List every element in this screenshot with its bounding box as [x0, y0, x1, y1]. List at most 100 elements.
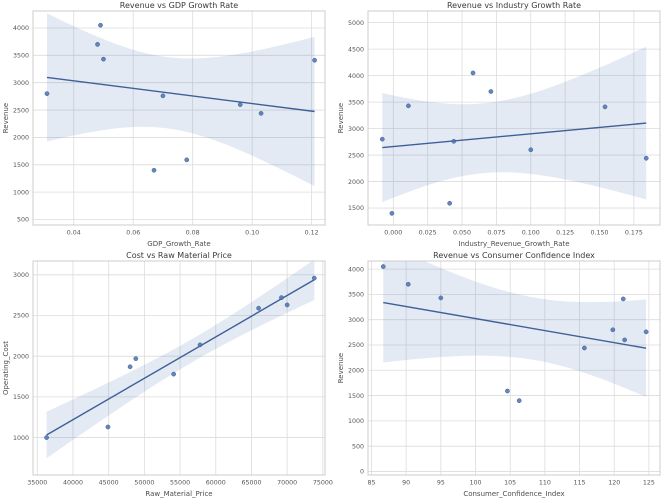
x-axis-label: Raw_Material_Price [145, 490, 212, 498]
x-tick-label: 0.025 [419, 230, 437, 237]
plot-border [367, 260, 661, 476]
y-tick-label: 3000 [348, 126, 364, 133]
x-tick-label: 85 [367, 480, 375, 487]
y-tick-label: 2500 [13, 313, 29, 320]
data-point [237, 102, 243, 107]
x-tick-label: 90 [402, 480, 410, 487]
data-point [379, 136, 385, 142]
y-tick-label: 1000 [13, 189, 29, 196]
y-tick-label: 4500 [348, 46, 364, 53]
x-tick-label: 0.06 [126, 230, 140, 237]
plot-area: 35000 40000 45000 50000 55000 60000 65000 70000… [13, 260, 333, 487]
y-tick-label: 4000 [348, 73, 364, 80]
scatter-points [380, 264, 649, 403]
x-tick-label: 0.075 [487, 230, 505, 237]
x-tick-label: 105 [504, 480, 516, 487]
y-tick-label: 1000 [13, 435, 29, 442]
plot-area: 0.000 0.025 0.050 0.075 0.100 0.125 0.150 0.175… [348, 10, 661, 237]
data-point [516, 398, 522, 403]
x-tick-label: 0.08 [186, 230, 200, 237]
chart-cost-vs-raw-material-price: 35000 40000 45000 50000 55000 60000 65000 70000… [0, 250, 335, 500]
chart-revenue-vs-consumer-confidence: 85 90 95 100 105 110 115 120 125 0 500 1000 1500 2000… [335, 250, 669, 500]
y-tick-label: 500 [352, 443, 364, 450]
x-tick-label: 35000 [27, 480, 47, 487]
data-point [197, 342, 203, 348]
chart-title: Cost vs Raw Material Price [126, 251, 232, 260]
y-tick-label: 500 [17, 217, 29, 224]
scatter-points [379, 70, 649, 216]
data-point [160, 93, 166, 99]
confidence-band [46, 13, 315, 187]
data-point [488, 89, 494, 94]
x-axis-label: Consumer_Confidence_Index [463, 490, 564, 498]
y-tick-label: 3500 [348, 292, 364, 299]
x-tick-label: 95 [437, 480, 445, 487]
data-point [582, 345, 587, 351]
x-axis-label: Industry_Revenue_Growth_Rate [458, 240, 569, 248]
x-tick-label: 70000 [277, 480, 297, 487]
data-point [256, 305, 261, 311]
confidence-band [382, 46, 647, 203]
x-tick-label: 110 [539, 480, 551, 487]
y-tick-label: 2500 [348, 152, 364, 159]
data-point [610, 327, 616, 333]
x-tick-label: 60000 [206, 480, 226, 487]
y-tick-label: 3000 [348, 317, 364, 324]
regression-line [46, 279, 315, 436]
x-tick-label: 0.125 [556, 230, 574, 237]
y-tick-label: 1500 [348, 393, 364, 400]
data-point [105, 424, 111, 430]
data-point [98, 22, 103, 28]
data-point [620, 296, 626, 302]
data-point [101, 56, 106, 62]
data-point [622, 337, 627, 343]
x-tick-label: 115 [574, 480, 586, 487]
x-tick-label: 125 [643, 480, 655, 487]
x-tick-label: 0.100 [522, 230, 540, 237]
chart-title: Revenue vs Industry Growth Rate [447, 1, 581, 10]
plot-border [367, 10, 661, 226]
x-tick-label: 0.175 [625, 230, 643, 237]
x-tick-label: 120 [608, 480, 620, 487]
y-tick-label: 2500 [348, 342, 364, 349]
data-point [643, 155, 649, 161]
y-tick-label: 5000 [348, 20, 364, 27]
y-tick-label: 1500 [13, 394, 29, 401]
data-point [405, 281, 411, 287]
x-axis-label: GDP_Growth_Rate [147, 240, 210, 248]
x-tick-label: 100 [469, 480, 481, 487]
x-tick-label: 50000 [134, 480, 154, 487]
data-point [258, 111, 264, 116]
data-point [184, 157, 190, 163]
confidence-band [46, 261, 315, 459]
data-point [127, 364, 133, 370]
y-tick-label: 3500 [348, 99, 364, 106]
data-point [95, 42, 100, 47]
x-tick-label: 75000 [313, 480, 333, 487]
y-tick-label: 2000 [13, 135, 29, 142]
data-point [451, 138, 457, 144]
x-tick-label: 55000 [170, 480, 190, 487]
data-point [44, 91, 50, 96]
x-tick-label: 65000 [241, 480, 261, 487]
x-tick-label: 0.10 [245, 230, 259, 237]
data-point [311, 275, 317, 281]
plot-area: 85 90 95 100 105 110 115 120 125 0 500 1000 1500 2000… [348, 260, 661, 487]
gridlines [33, 261, 325, 475]
y-tick-label: 4000 [13, 25, 29, 32]
data-point [279, 295, 284, 300]
data-point [151, 167, 157, 173]
data-point [44, 435, 49, 440]
y-tick-label: 3000 [13, 80, 29, 87]
data-point [528, 147, 534, 153]
x-tick-label: 45000 [99, 480, 119, 487]
data-point [389, 211, 395, 216]
y-tick-label: 2500 [13, 107, 29, 114]
chart-revenue-vs-gdp-growth-rate: 0.04 0.06 0.08 0.10 0.12 500 1000 1500 2000 2500 3… [0, 0, 335, 250]
chart-revenue-vs-industry-growth-rate: 0.000 0.025 0.050 0.075 0.100 0.125 0.150 0.175… [335, 0, 669, 250]
data-point [171, 371, 176, 377]
y-tick-label: 2000 [13, 353, 29, 360]
y-axis-label: Operating_Cost [2, 341, 10, 395]
gridlines [368, 261, 660, 475]
